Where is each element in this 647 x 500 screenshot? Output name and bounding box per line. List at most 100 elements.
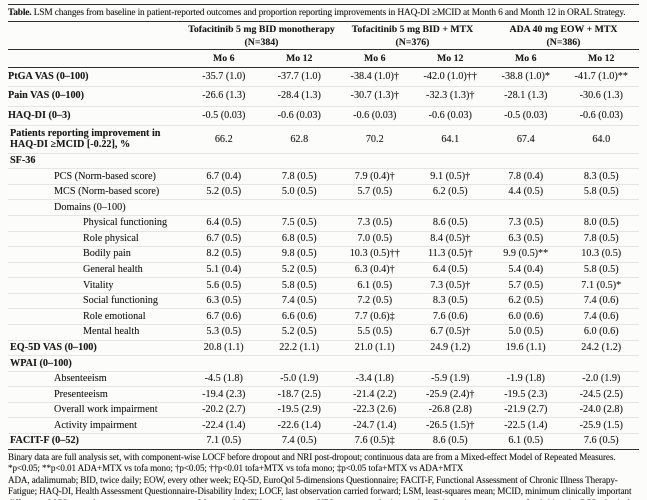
cell-value — [262, 153, 338, 169]
cell-value — [413, 153, 489, 169]
stub-header — [8, 22, 186, 50]
cell-value: 6.2 (0.5) — [508, 295, 544, 307]
cell-value: 7.4 (0.5) — [281, 295, 317, 307]
column-group-header: ADA 40 mg EOW + MTX (N=386) — [488, 22, 639, 50]
cell-value: -21.4 (2.2) — [353, 388, 397, 400]
group-n: (N=376) — [395, 36, 430, 48]
cell-value: 21.0 (1.1) — [354, 341, 395, 353]
cell-value: 70.2 — [365, 133, 384, 145]
cell-value: 6.0 (0.6) — [583, 326, 619, 338]
cell-value: 6.7 (0.6) — [206, 310, 242, 322]
cell-value: 7.2 (0.5) — [357, 295, 393, 307]
cell-value: 6.7 (0.5) — [206, 232, 242, 244]
footnote-line: *p<0.05; **p<0.01 ADA+MTX vs tofa mono; … — [8, 463, 464, 474]
cell-value: -0.5 (0.03) — [202, 110, 246, 122]
row-label: Activity impairment — [54, 419, 137, 431]
cell-value: -30.6 (1.3) — [579, 90, 623, 102]
cell-value: 9.8 (0.5) — [281, 248, 317, 260]
cell-value — [262, 356, 338, 372]
cell-value: 7.6 (0.5) — [583, 435, 619, 447]
cell-value: 9.1 (0.5)† — [430, 170, 471, 182]
cell-value — [186, 356, 262, 372]
cell-value: -18.7 (2.5) — [277, 388, 321, 400]
cell-value — [488, 200, 564, 216]
row-label: Patients reporting improvement in HAQ-DI… — [10, 127, 161, 151]
cell-value: 24.9 (1.2) — [430, 341, 471, 353]
group-name: Tofacitinib 5 mg BID monotherapy — [188, 24, 335, 35]
cell-value: 5.8 (0.5) — [583, 264, 619, 276]
cell-value: -4.5 (1.8) — [204, 373, 243, 385]
cell-value: 5.7 (0.5) — [357, 186, 393, 198]
row-label: Mental health — [83, 326, 140, 338]
cell-value: 7.3 (0.5) — [508, 217, 544, 229]
cell-value — [262, 200, 338, 216]
cell-value: 10.3 (0.5)†† — [349, 248, 400, 260]
cell-value: 24.2 (1.2) — [581, 341, 622, 353]
cell-value: -0.6 (0.03) — [579, 110, 623, 122]
table-row: WPAI (0–100) — [8, 355, 639, 372]
cell-value: 8.3 (0.5) — [583, 170, 619, 182]
cell-value: 5.2 (0.5) — [281, 264, 317, 276]
cell-value: -19.4 (2.3) — [202, 388, 246, 400]
cell-value: -25.9 (1.5) — [579, 419, 623, 431]
table-row: Social functioning 6.3 (0.5) 7.4 (0.5) 7.2 … — [8, 293, 639, 309]
cell-value: 22.2 (1.1) — [279, 341, 320, 353]
cell-value: 64.0 — [592, 133, 611, 145]
cell-value: -26.5 (1.5)† — [426, 419, 475, 431]
row-label: Bodily pain — [83, 248, 131, 260]
cell-value: 11.3 (0.5)† — [427, 248, 473, 260]
table-title-label: Table. — [8, 8, 32, 18]
cell-value: -19.5 (2.9) — [277, 404, 321, 416]
cell-value: 7.8 (0.5) — [583, 232, 619, 244]
cell-value: 5.2 (0.5) — [206, 186, 242, 198]
cell-value: 6.4 (0.5) — [206, 217, 242, 229]
row-label: Pain VAS (0–100) — [8, 90, 85, 102]
cell-value: 7.1 (0.5) — [206, 435, 242, 447]
row-label: Domains (0–100) — [54, 201, 126, 213]
cell-value: 6.4 (0.5) — [432, 264, 468, 276]
cell-value: -0.5 (0.03) — [504, 110, 548, 122]
table-title: Table. LSM changes from baseline in pati… — [8, 4, 639, 22]
cell-value: -28.1 (1.3) — [504, 90, 548, 102]
cell-value: -22.6 (1.4) — [277, 419, 321, 431]
row-label: Absenteeism — [54, 373, 107, 385]
cell-value: 6.2 (0.5) — [432, 186, 468, 198]
cell-value: -5.0 (1.9) — [280, 373, 319, 385]
cell-value: 6.8 (0.5) — [281, 232, 317, 244]
cell-value: -19.5 (2.3) — [504, 388, 548, 400]
cell-value: -2.0 (1.9) — [582, 373, 621, 385]
table-row: Domains (0–100) — [8, 199, 640, 216]
cell-value: 6.3 (0.5) — [206, 295, 242, 307]
cell-value: -42.0 (1.0)†† — [423, 70, 477, 82]
cell-value: 8.3 (0.5) — [432, 295, 468, 307]
cell-value: 5.8 (0.5) — [583, 186, 619, 198]
table-row: FACIT-F (0–52) 7.1 (0.5) 7.4 (0.5) 7.6 (0.5… — [8, 433, 639, 450]
cell-value: 5.7 (0.5) — [508, 279, 544, 291]
table-row: Vitality 5.6 (0.5) 5.8 (0.5) 6.1 (0.5) 7.3 (… — [8, 277, 639, 294]
cell-value: 7.4 (0.6) — [583, 295, 619, 307]
cell-value: 6.0 (0.6) — [508, 310, 544, 322]
table-title-text: LSM changes from baseline in patient-rep… — [31, 8, 626, 18]
cell-value: 20.8 (1.1) — [203, 341, 244, 353]
row-label: HAQ-DI (0–3) — [8, 110, 71, 122]
results-table: Tofacitinib 5 mg BID monotherapy (N=384) T… — [8, 22, 639, 450]
row-label: Physical functioning — [83, 217, 168, 229]
row-label: Role physical — [83, 232, 139, 244]
cell-value: -32.3 (1.3)† — [426, 90, 475, 102]
cell-value: 7.9 (0.4)† — [354, 170, 395, 182]
cell-value: 6.6 (0.6) — [281, 310, 317, 322]
table-row: Pain VAS (0–100) -26.6 (1.3) -28.4 (1.3) -3… — [8, 86, 639, 107]
cell-value: -24.5 (2.5) — [579, 388, 623, 400]
cell-value: 6.7 (0.5)† — [430, 326, 471, 338]
cell-value: -28.4 (1.3) — [277, 90, 321, 102]
cell-value: -21.9 (2.7) — [504, 404, 548, 416]
cell-value: -20.2 (2.7) — [202, 404, 246, 416]
cell-value: 5.5 (0.5) — [357, 326, 393, 338]
cell-value: 7.5 (0.5) — [281, 217, 317, 229]
cell-value — [564, 200, 640, 216]
table-row: Mental health 5.3 (0.5) 5.2 (0.5) 5.5 (0.5)… — [8, 324, 639, 340]
cell-value: 8.6 (0.5) — [432, 217, 468, 229]
cell-value: 10.3 (0.5) — [581, 248, 622, 260]
cell-value — [488, 356, 564, 372]
